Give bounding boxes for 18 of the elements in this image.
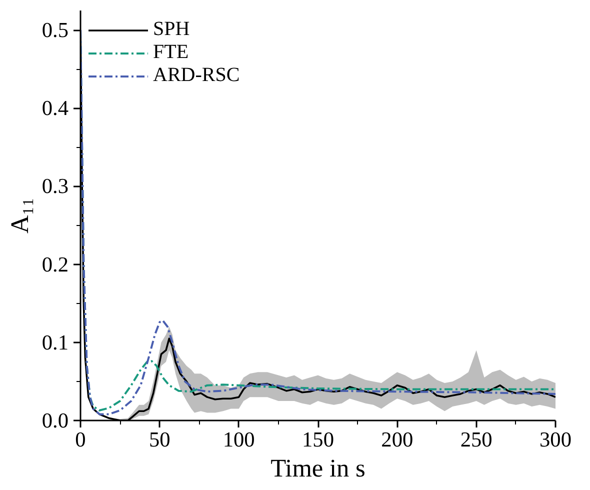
x-axis-title: Time in s	[270, 454, 366, 482]
legend-label: FTE	[153, 41, 189, 64]
x-tick-label: 300	[540, 428, 572, 452]
x-tick-label: 50	[149, 428, 170, 452]
x-tick-label: 150	[302, 428, 334, 452]
x-tick-label: 200	[381, 428, 414, 452]
y-tick-label: 0.2	[42, 252, 69, 276]
y-tick-label: 0.3	[42, 174, 69, 198]
y-tick-label: 0.4	[42, 96, 69, 120]
x-tick-label: 250	[460, 428, 492, 452]
legend-label: ARD-RSC	[153, 64, 240, 87]
y-tick-label: 0.0	[42, 408, 69, 432]
y-tick-label: 0.5	[42, 18, 69, 42]
x-tick-label: 0	[75, 428, 86, 452]
y-axis-title: A₁₁	[6, 198, 34, 234]
x-tick-label: 100	[222, 428, 255, 452]
y-tick-label: 0.1	[42, 330, 69, 354]
legend-label: SPH	[153, 18, 190, 41]
